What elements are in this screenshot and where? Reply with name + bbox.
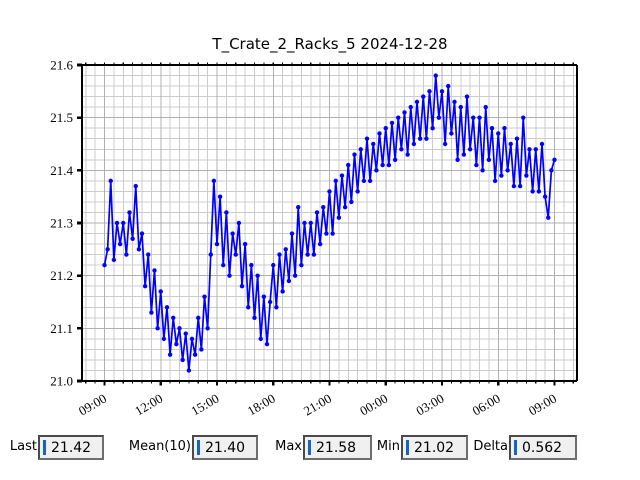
svg-text:06:00: 06:00 <box>470 391 503 419</box>
stat-max-field[interactable]: 21.58 <box>303 435 372 460</box>
stat-min-label: Min <box>376 439 400 454</box>
svg-text:21.3: 21.3 <box>50 216 73 231</box>
stat-last: Last 21.42 <box>10 435 104 461</box>
svg-text:12:00: 12:00 <box>132 391 165 419</box>
stat-delta-label: Delta <box>473 439 508 454</box>
stat-last-label: Last <box>9 439 37 454</box>
svg-text:21.4: 21.4 <box>50 163 73 178</box>
svg-text:21.2: 21.2 <box>50 268 73 283</box>
stat-last-value: 21.42 <box>51 439 92 456</box>
text-cursor-icon <box>406 440 409 455</box>
chart-title: T_Crate_2_Racks_5 2024-12-28 <box>212 35 448 53</box>
stat-mean: Mean(10) 21.40 <box>129 435 258 461</box>
stat-mean-value: 21.40 <box>205 439 246 456</box>
svg-text:03:00: 03:00 <box>413 391 446 419</box>
svg-text:18:00: 18:00 <box>245 391 278 419</box>
svg-text:21.6: 21.6 <box>50 58 73 73</box>
svg-text:21.0: 21.0 <box>50 374 73 389</box>
stat-max-label: Max <box>275 439 302 454</box>
svg-text:15:00: 15:00 <box>188 391 221 419</box>
svg-text:21.5: 21.5 <box>50 110 73 125</box>
stat-min-field[interactable]: 21.02 <box>401 435 468 460</box>
text-cursor-icon <box>514 440 517 455</box>
stat-delta-value: 0.562 <box>522 439 563 456</box>
stat-delta-field[interactable]: 0.562 <box>509 435 577 460</box>
stat-mean-label: Mean(10) <box>128 439 191 454</box>
stat-delta: Delta 0.562 <box>473 435 577 461</box>
svg-text:00:00: 00:00 <box>357 391 390 419</box>
stat-min-value: 21.02 <box>414 439 455 456</box>
svg-text:09:00: 09:00 <box>526 391 559 419</box>
text-cursor-icon <box>308 440 311 455</box>
svg-text:21.1: 21.1 <box>50 321 73 336</box>
stat-min: Min 21.02 <box>377 435 468 461</box>
stat-last-field[interactable]: 21.42 <box>38 435 104 460</box>
stat-mean-field[interactable]: 21.40 <box>192 435 258 460</box>
svg-text:21:00: 21:00 <box>301 391 334 419</box>
text-cursor-icon <box>43 440 46 455</box>
stat-max: Max 21.58 <box>275 435 372 461</box>
text-cursor-icon <box>197 440 200 455</box>
svg-text:09:00: 09:00 <box>76 391 109 419</box>
stat-max-value: 21.58 <box>316 439 357 456</box>
